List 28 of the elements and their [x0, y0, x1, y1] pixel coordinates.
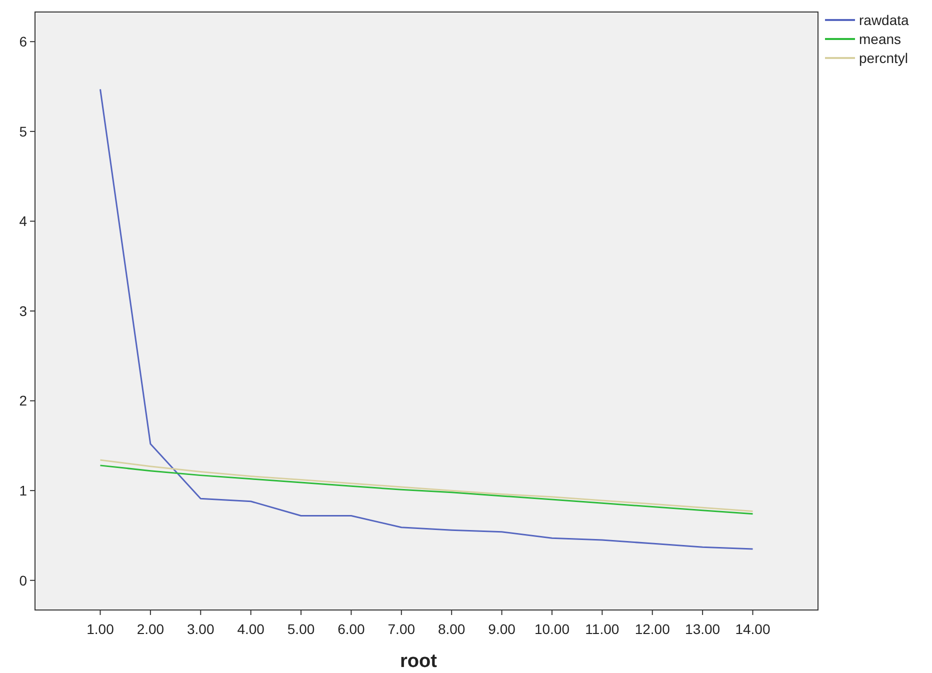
x-tick-label: 10.00 — [534, 621, 570, 637]
x-tick-label: 2.00 — [136, 621, 164, 637]
x-tick-label: 14.00 — [735, 621, 770, 637]
x-tick-label: 5.00 — [287, 621, 315, 637]
x-axis-title: root — [400, 651, 438, 672]
x-tick-label: 3.00 — [187, 621, 214, 637]
line-series — [100, 459, 754, 512]
x-tick-label: 6.00 — [338, 621, 366, 637]
x-tick-label: 8.00 — [438, 621, 466, 637]
y-tick-label: 2 — [19, 392, 28, 409]
y-tick-label: 4 — [19, 213, 28, 230]
x-tick-label: 4.00 — [237, 621, 265, 637]
y-tick-label: 0 — [19, 572, 28, 588]
y-tick-label: 3 — [19, 302, 28, 319]
x-tick-label: 9.00 — [488, 621, 516, 637]
y-tick-label: 6 — [19, 34, 28, 50]
x-tick-label: 11.00 — [585, 621, 620, 637]
legend-label: percntyl — [859, 50, 908, 66]
x-tick-label: 1.00 — [86, 621, 114, 637]
legend-label: rawdata — [859, 12, 910, 28]
x-tick-label: 13.00 — [685, 621, 720, 637]
x-tick-label: 12.00 — [634, 621, 670, 637]
legend-label: means — [859, 30, 902, 47]
line-series — [100, 88, 754, 550]
y-tick-label: 5 — [19, 123, 28, 140]
y-tick-label: 1 — [19, 482, 28, 498]
x-tick-label: 7.00 — [388, 621, 416, 637]
line-series — [100, 464, 754, 515]
